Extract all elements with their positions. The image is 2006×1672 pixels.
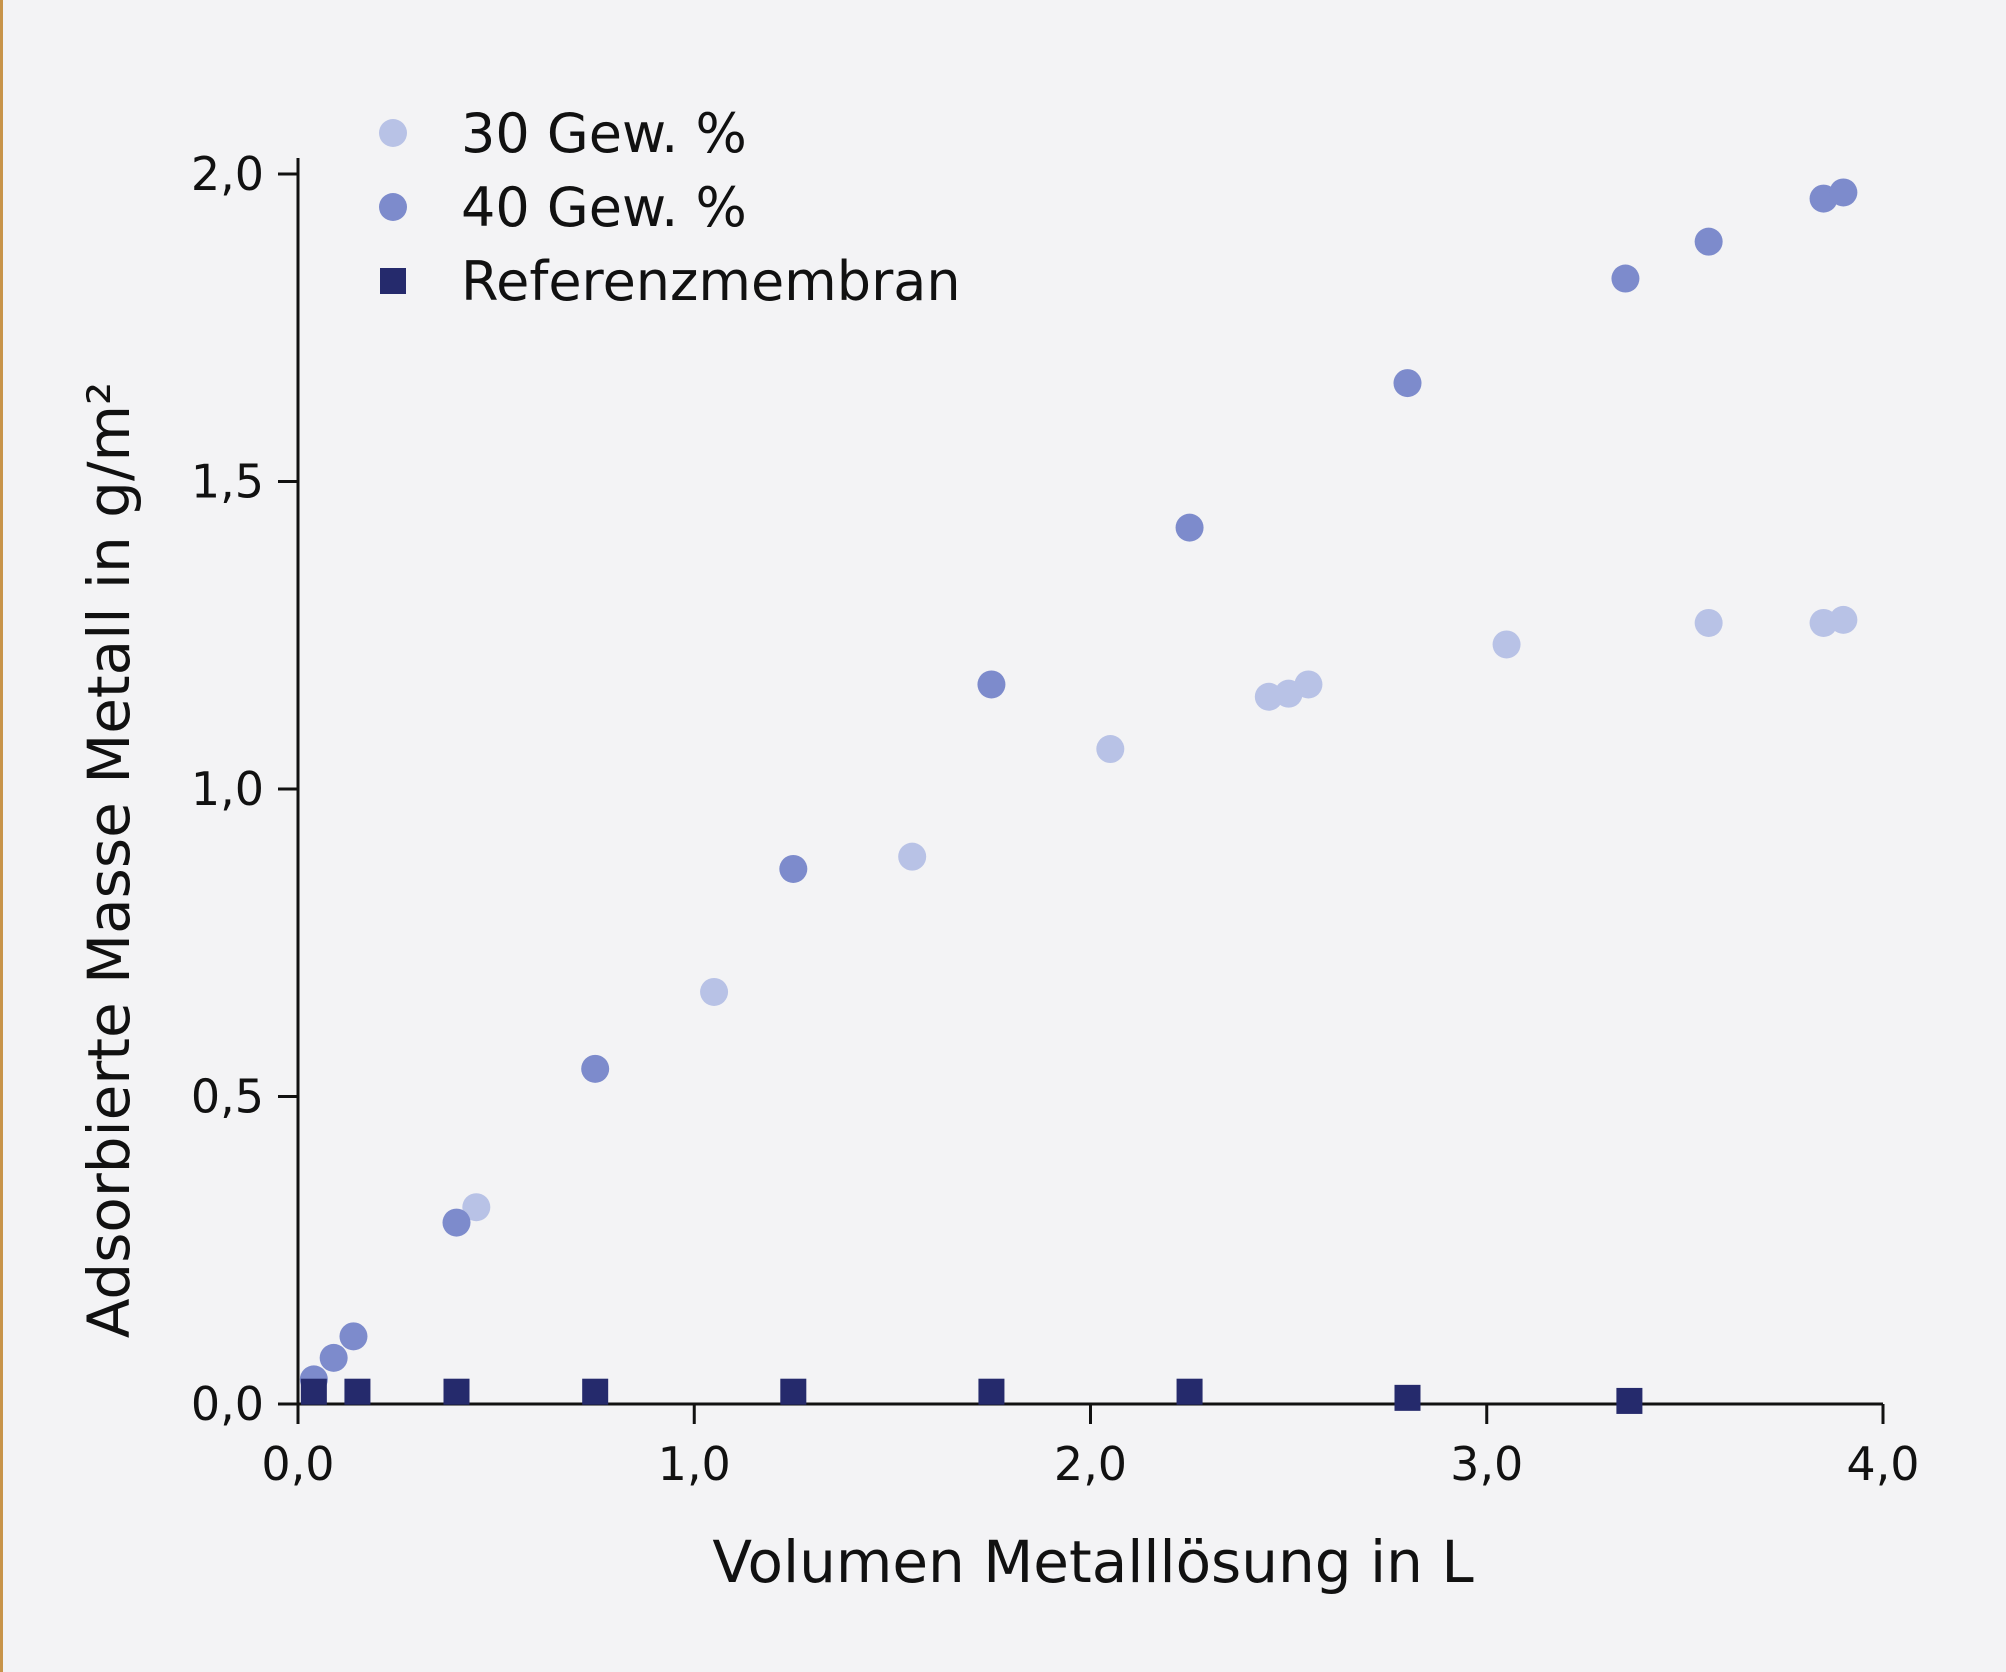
legend-label: Referenzmembran [461,250,961,313]
legend-label: 40 Gew. % [461,176,747,239]
data-point-circle [319,1343,348,1372]
data-point-circle [1393,369,1422,398]
data-point-circle [1175,513,1204,542]
data-point-square [1616,1387,1643,1414]
data-point-square [300,1378,327,1405]
data-point-circle [1611,264,1640,293]
legend-marker-circle [379,119,407,147]
scatter-chart: 0,0 1,0 2,0 3,0 4,0 0,0 0,5 1,0 1,5 2,0 30 Gew. %… [75,102,1920,1596]
y-tick-label: 1,0 [191,762,264,816]
data-point-circle [1096,735,1125,764]
y-tick-label: 1,5 [191,455,264,509]
legend-marker-square [380,268,406,294]
data-point-circle [339,1322,368,1351]
y-tick-label: 0,0 [191,1377,264,1431]
data-point-circle [700,977,729,1006]
data-point-circle [1492,630,1521,659]
ticks: 0,0 1,0 2,0 3,0 4,0 0,0 0,5 1,0 1,5 2,0 [191,147,1920,1491]
data-point-circle [1829,178,1858,207]
data-point-square [1394,1384,1421,1411]
y-tick-label: 0,5 [191,1070,264,1124]
x-tick-label: 1,0 [658,1437,731,1491]
x-tick-label: 2,0 [1054,1437,1127,1491]
data-point-square [1176,1378,1203,1405]
x-tick-label: 3,0 [1450,1437,1523,1491]
data-point-circle [581,1054,610,1083]
legend-label: 30 Gew. % [461,102,747,165]
x-tick-label: 0,0 [261,1437,334,1491]
y-tick-label: 2,0 [191,147,264,201]
data-point-circle [1829,605,1858,634]
axes [296,158,1883,1406]
x-axis-title: Volumen Metalllösung in L [712,1528,1473,1596]
data-point-circle [1694,608,1723,637]
data-point-circle [1694,227,1723,256]
legend-marker-circle [379,193,407,221]
x-tick-label: 4,0 [1846,1437,1919,1491]
data-point-square [780,1378,807,1405]
legend: 30 Gew. % 40 Gew. % Referenzmembran [379,102,961,313]
data-point-square [344,1378,371,1405]
data-point-circle [1294,670,1323,699]
data-point-circle [442,1208,471,1237]
data-point-circle [898,842,927,871]
data-point-circle [462,1193,491,1222]
data-points [299,178,1858,1414]
data-point-square [443,1378,470,1405]
data-point-square [582,1378,609,1405]
data-point-circle [779,854,808,883]
data-point-square [978,1378,1005,1405]
data-point-circle [977,670,1006,699]
y-axis-title: Adsorbierte Masse Metall in g/m² [75,382,143,1339]
